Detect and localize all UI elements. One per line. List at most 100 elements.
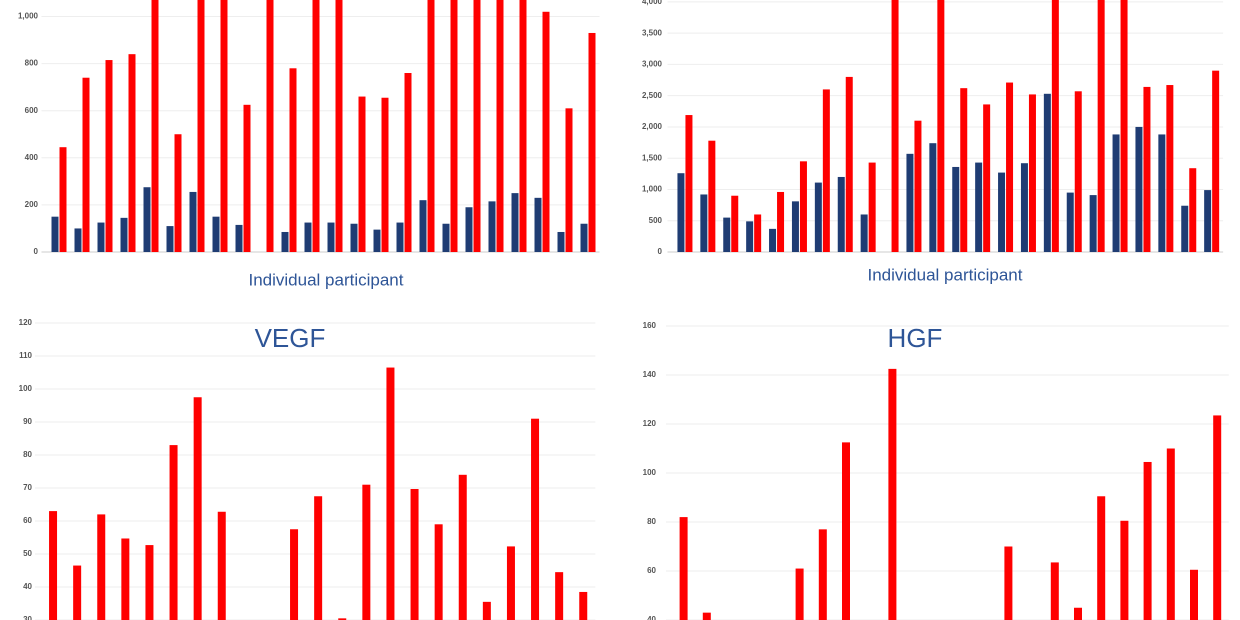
bar (73, 565, 82, 620)
y-tick-label: 200 (25, 200, 39, 209)
bar (1158, 134, 1166, 252)
y-tick-label: 120 (643, 419, 657, 428)
bars (49, 367, 588, 620)
bar (534, 197, 542, 252)
bar (496, 0, 504, 252)
bar (998, 172, 1006, 252)
y-tick-label: 600 (25, 106, 39, 115)
bar (1204, 190, 1212, 252)
bar (1190, 569, 1198, 620)
bar (685, 115, 693, 252)
bar (404, 73, 412, 252)
bar (1097, 0, 1105, 252)
bar (975, 162, 983, 252)
bar (1020, 163, 1028, 252)
bar (700, 194, 708, 252)
y-tick-label: 800 (25, 59, 39, 68)
y-tick-label: 4,000 (642, 0, 663, 6)
bar (488, 201, 496, 252)
bar (386, 367, 395, 620)
chart-title: HGF (888, 323, 943, 353)
y-tick-label: 400 (25, 153, 39, 162)
y-tick-label: 2,500 (642, 91, 663, 100)
bar (1097, 496, 1106, 620)
bar (105, 60, 113, 252)
y-tick-label: 1,500 (642, 153, 663, 162)
bar (1212, 70, 1220, 252)
x-axis-label: Individual participant (249, 270, 404, 289)
bar (1143, 461, 1152, 620)
bar (289, 68, 297, 252)
bar (281, 231, 289, 252)
bar (814, 182, 822, 252)
bar (542, 11, 550, 252)
bar (434, 524, 443, 620)
y-tick-label: 40 (647, 615, 656, 620)
bar (327, 222, 335, 252)
bar (217, 511, 226, 620)
bar (1066, 192, 1074, 252)
bar (822, 89, 830, 252)
bar (868, 162, 876, 252)
bar (837, 176, 845, 252)
bar (952, 166, 960, 252)
bar (914, 120, 922, 252)
y-tick-label: 100 (643, 468, 657, 477)
y-tick-label: 120 (19, 318, 33, 327)
bar (791, 201, 799, 252)
bar (120, 217, 128, 252)
bar (427, 0, 435, 252)
bar (708, 140, 716, 252)
bar (580, 223, 588, 252)
bar (845, 76, 853, 252)
bar (442, 223, 450, 252)
bar (1143, 86, 1151, 252)
bar (1112, 134, 1120, 252)
bar (82, 77, 90, 252)
bar (565, 108, 573, 252)
bar (1006, 82, 1014, 252)
bar (243, 104, 251, 252)
bar (1120, 0, 1128, 252)
bar (97, 514, 106, 620)
bars (679, 368, 1222, 620)
bar (1166, 85, 1174, 252)
bar (482, 601, 491, 620)
bar (929, 143, 937, 252)
y-tick-label: 80 (647, 517, 656, 526)
bar (746, 221, 754, 252)
bar (235, 224, 243, 252)
bar (1135, 126, 1143, 252)
bar (174, 134, 182, 252)
bar (679, 517, 688, 620)
y-tick-label: 90 (23, 417, 32, 426)
bar (531, 418, 540, 620)
bar (1074, 607, 1082, 620)
bar (795, 568, 804, 620)
bar (1050, 562, 1059, 620)
x-axis-label: Individual participant (868, 265, 1023, 284)
y-tick-label: 0 (34, 247, 39, 256)
bar (350, 223, 358, 252)
bar (799, 161, 807, 252)
bar (410, 488, 419, 620)
bar (396, 222, 404, 252)
chart-title: VEGF (255, 323, 326, 353)
bar (937, 0, 945, 252)
bar (777, 191, 785, 252)
y-tick-label: 70 (23, 483, 32, 492)
bar (960, 88, 968, 252)
bar (290, 529, 299, 620)
bar (754, 214, 762, 252)
y-tick-label: 110 (19, 351, 32, 360)
bar (1043, 93, 1051, 252)
bar (511, 193, 519, 252)
bar (473, 0, 481, 252)
bar (59, 147, 67, 252)
y-tick-label: 500 (649, 216, 663, 225)
y-tick-label: 3,000 (642, 60, 663, 69)
bar (1051, 0, 1059, 252)
bar (362, 484, 371, 620)
bar (450, 0, 458, 252)
bar (1074, 91, 1082, 252)
